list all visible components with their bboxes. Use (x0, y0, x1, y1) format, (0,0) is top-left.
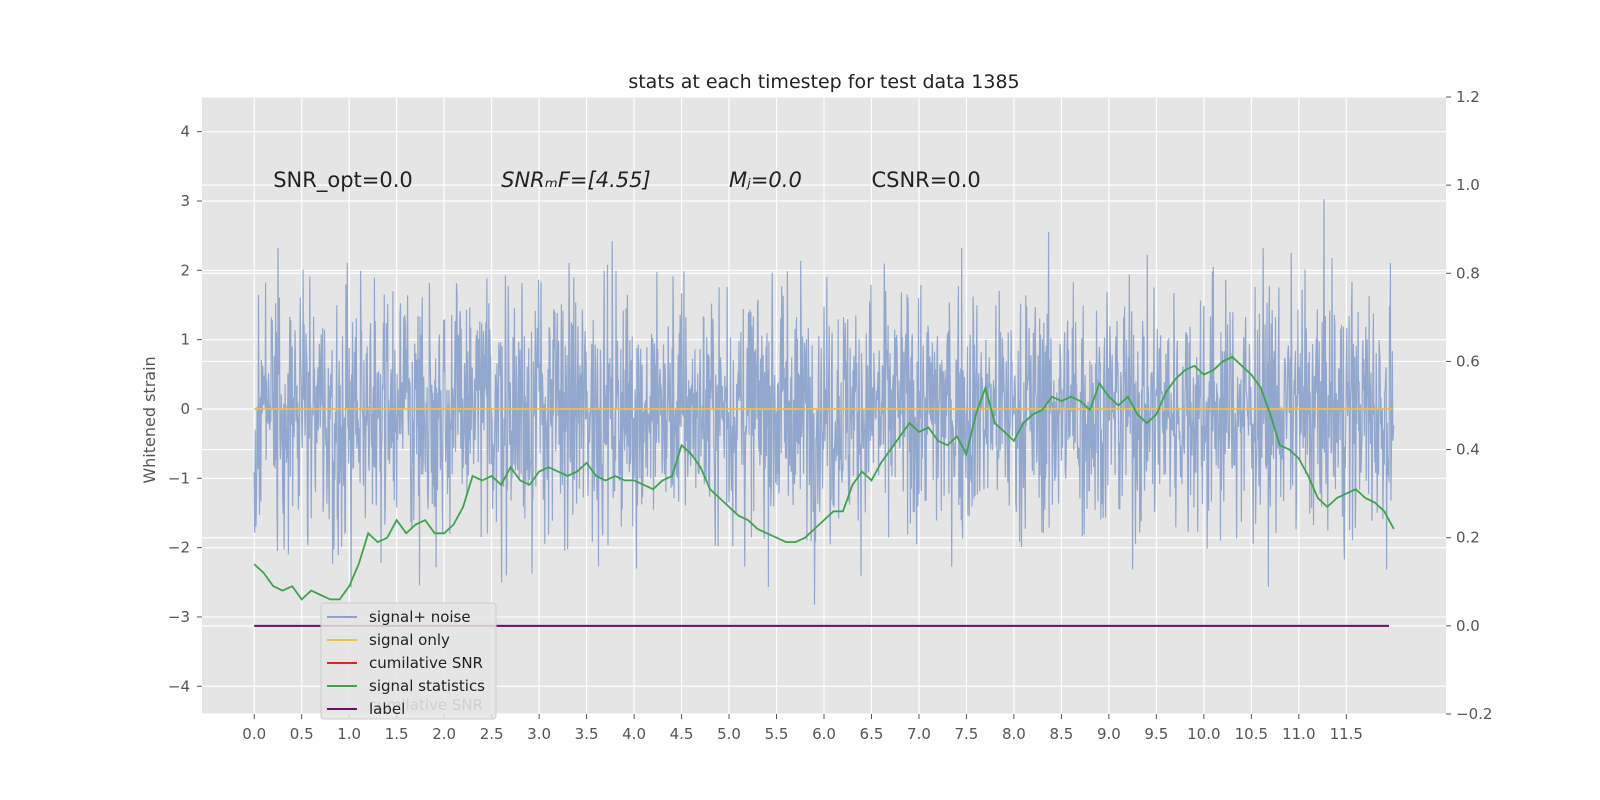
y-axis-label: Whitened strain (140, 356, 159, 483)
x-tick-label: 10.5 (1235, 725, 1268, 743)
legend-box (320, 602, 497, 720)
x-tick-label: 3.0 (527, 725, 551, 743)
annotations: SNR_opt=0.0 SNRₘF=[4.55] Mⱼ=0.0 CSNR=0.0 (273, 168, 981, 193)
x-tick-label: 0.5 (290, 725, 314, 743)
y2-tick-label: 0.4 (1456, 441, 1480, 459)
x-tick-label: 2.0 (432, 725, 456, 743)
y-tick-label: 0 (180, 400, 190, 418)
annotation-text: CSNR=0.0 (871, 168, 980, 192)
legend-label: signal only (369, 631, 450, 649)
signal-plus-noise-line (253, 199, 1395, 605)
x-tick-label: 0.0 (242, 725, 266, 743)
y-tick-label: −3 (168, 608, 190, 626)
x-tick-label: 1.5 (385, 725, 409, 743)
axes: 0.0 0.5 1.0 1.5 2.0 2.5 3.0 3.5 4.0 4.5 5.0 5.5 6.0 6… (168, 88, 1493, 743)
annotation-text: SNRₘF=[4.55] (501, 168, 651, 192)
y2-tick-label: 0.0 (1456, 617, 1480, 635)
y2-tick-label: −0.2 (1456, 705, 1492, 723)
x-tick-label: 9.5 (1144, 725, 1168, 743)
x-tick-label: 9.0 (1097, 725, 1121, 743)
x-tick-label: 5.5 (765, 725, 789, 743)
x-tick-label: 5.0 (717, 725, 741, 743)
legend: cumilative SNR signal+ noise signal only cu… (320, 602, 497, 720)
x-tick-label: 4.0 (622, 725, 646, 743)
y2-tick-label: 1.0 (1456, 176, 1480, 194)
y-tick-label: 2 (180, 261, 190, 279)
legend-ghost-text: cumilative SNR (369, 696, 483, 714)
signal-statistics-line (253, 355, 1395, 601)
x-tick-label: 7.5 (955, 725, 979, 743)
y-tick-label: −2 (168, 539, 190, 557)
x-tick-label: 8.0 (1002, 725, 1026, 743)
x-tick-label: 3.5 (575, 725, 599, 743)
signal-plus-noise-series (253, 199, 1395, 605)
x-tick-label: 7.0 (907, 725, 931, 743)
x-tick-label: 11.0 (1282, 725, 1315, 743)
y-tick-label: 1 (180, 331, 190, 349)
legend-label: signal+ noise (369, 608, 471, 626)
y2-tick-label: 0.8 (1456, 264, 1480, 282)
y2-tick-label: 0.2 (1456, 529, 1480, 547)
y2-tick-label: 0.6 (1456, 352, 1480, 370)
y-tick-label: −4 (168, 677, 190, 695)
annotation-text: SNR_opt=0.0 (273, 168, 413, 193)
y2-tick-label: 1.2 (1456, 88, 1480, 106)
x-tick-label: 11.5 (1330, 725, 1363, 743)
x-tick-label: 2.5 (480, 725, 504, 743)
y-tick-label: 3 (180, 192, 190, 210)
y-tick-label: 4 (180, 123, 190, 141)
annotation-text: Mⱼ=0.0 (729, 168, 802, 192)
legend-label: signal statistics (369, 677, 485, 695)
x-tick-label: 4.5 (670, 725, 694, 743)
y-tick-label: −1 (168, 469, 190, 487)
x-tick-label: 6.0 (812, 725, 836, 743)
legend-label: cumilative SNR (369, 654, 483, 672)
legend-label: label (369, 700, 405, 718)
x-tick-label: 6.5 (860, 725, 884, 743)
chart-title: stats at each timestep for test data 138… (628, 71, 1019, 93)
x-tick-label: 1.0 (337, 725, 361, 743)
x-tick-label: 8.5 (1049, 725, 1073, 743)
x-tick-label: 10.0 (1187, 725, 1220, 743)
